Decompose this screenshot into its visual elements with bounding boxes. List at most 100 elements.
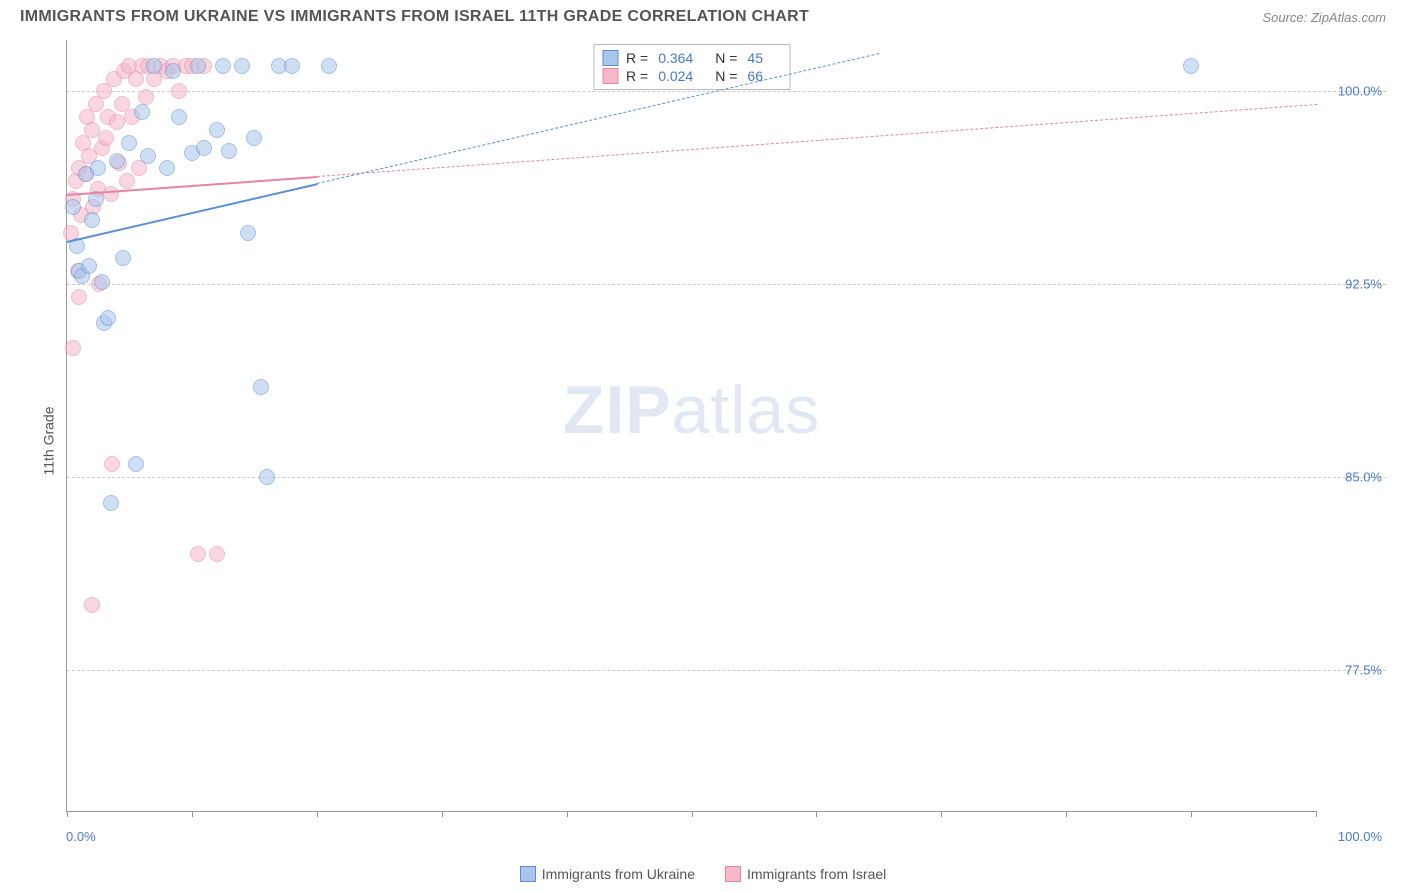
- data-point-israel: [88, 96, 104, 112]
- data-point-israel: [116, 63, 132, 79]
- swatch-israel-icon: [725, 866, 741, 882]
- data-point-israel: [153, 58, 169, 74]
- data-point-ukraine: [90, 160, 106, 176]
- data-point-israel: [134, 58, 150, 74]
- data-point-israel: [81, 148, 97, 164]
- data-point-israel: [114, 96, 130, 112]
- data-point-ukraine: [221, 143, 237, 159]
- data-point-israel: [209, 546, 225, 562]
- data-point-ukraine: [81, 258, 97, 274]
- data-point-ukraine: [321, 58, 337, 74]
- data-point-ukraine: [128, 456, 144, 472]
- x-tick: [192, 811, 193, 817]
- data-point-ukraine: [65, 199, 81, 215]
- correlation-legend: R = 0.364 N = 45 R = 0.024 N = 66: [593, 44, 790, 90]
- data-point-israel: [84, 597, 100, 613]
- data-point-ukraine: [134, 104, 150, 120]
- legend-item-ukraine: Immigrants from Ukraine: [520, 866, 695, 882]
- x-tick: [692, 811, 693, 817]
- watermark: ZIPatlas: [563, 371, 820, 449]
- data-point-israel: [184, 58, 200, 74]
- legend-item-israel: Immigrants from Israel: [725, 866, 886, 882]
- legend-label-ukraine: Immigrants from Ukraine: [542, 866, 695, 882]
- data-point-ukraine: [246, 130, 262, 146]
- data-point-ukraine: [253, 379, 269, 395]
- data-point-ukraine: [78, 166, 94, 182]
- data-point-israel: [111, 155, 127, 171]
- data-point-israel: [65, 340, 81, 356]
- data-point-israel: [109, 114, 125, 130]
- trend-line-israel: [317, 104, 1317, 177]
- data-point-ukraine: [284, 58, 300, 74]
- data-point-ukraine: [184, 145, 200, 161]
- data-point-ukraine: [71, 263, 87, 279]
- data-point-israel: [84, 122, 100, 138]
- data-point-israel: [75, 135, 91, 151]
- legend-row-ukraine: R = 0.364 N = 45: [602, 49, 777, 67]
- data-point-ukraine: [100, 310, 116, 326]
- data-point-israel: [196, 58, 212, 74]
- data-point-israel: [71, 160, 87, 176]
- data-point-israel: [119, 173, 135, 189]
- data-point-ukraine: [159, 160, 175, 176]
- chart-container: 11th Grade ZIPatlas R = 0.364 N = 45 R =…: [20, 40, 1386, 842]
- x-tick: [816, 811, 817, 817]
- x-tick: [317, 811, 318, 817]
- series-legend: Immigrants from Ukraine Immigrants from …: [0, 866, 1406, 882]
- data-point-israel: [106, 71, 122, 87]
- data-point-ukraine: [190, 58, 206, 74]
- x-tick: [1066, 811, 1067, 817]
- data-point-ukraine: [196, 140, 212, 156]
- gridline: [67, 670, 1386, 671]
- data-point-israel: [98, 130, 114, 146]
- swatch-israel: [602, 68, 618, 84]
- data-point-ukraine: [215, 58, 231, 74]
- data-point-israel: [104, 456, 120, 472]
- data-point-israel: [124, 109, 140, 125]
- gridline: [67, 91, 1386, 92]
- data-point-israel: [165, 58, 181, 74]
- data-point-israel: [131, 160, 147, 176]
- data-point-ukraine: [171, 109, 187, 125]
- data-point-ukraine: [84, 212, 100, 228]
- x-tick-label-min: 0.0%: [66, 829, 96, 844]
- x-tick: [941, 811, 942, 817]
- data-point-israel: [73, 207, 89, 223]
- n-value-ukraine: 45: [747, 50, 763, 66]
- title-bar: IMMIGRANTS FROM UKRAINE VS IMMIGRANTS FR…: [0, 0, 1406, 30]
- x-tick: [67, 811, 68, 817]
- data-point-ukraine: [140, 148, 156, 164]
- r-value-ukraine: 0.364: [658, 50, 693, 66]
- y-tick-label: 92.5%: [1345, 277, 1382, 292]
- legend-label-israel: Immigrants from Israel: [747, 866, 886, 882]
- data-point-ukraine: [234, 58, 250, 74]
- gridline: [67, 284, 1386, 285]
- y-tick-label: 100.0%: [1338, 84, 1382, 99]
- y-tick-label: 77.5%: [1345, 662, 1382, 677]
- data-point-ukraine: [165, 63, 181, 79]
- data-point-israel: [71, 289, 87, 305]
- data-point-israel: [178, 58, 194, 74]
- y-tick-label: 85.0%: [1345, 469, 1382, 484]
- data-point-israel: [146, 71, 162, 87]
- x-tick: [442, 811, 443, 817]
- x-tick: [567, 811, 568, 817]
- swatch-ukraine: [602, 50, 618, 66]
- data-point-israel: [78, 166, 94, 182]
- data-point-israel: [159, 63, 175, 79]
- data-point-ukraine: [94, 274, 110, 290]
- plot-area: ZIPatlas R = 0.364 N = 45 R = 0.024 N = …: [66, 40, 1316, 812]
- data-point-israel: [85, 199, 101, 215]
- data-point-israel: [103, 186, 119, 202]
- gridline: [67, 477, 1386, 478]
- data-point-israel: [121, 58, 137, 74]
- swatch-ukraine-icon: [520, 866, 536, 882]
- data-point-israel: [79, 109, 95, 125]
- data-point-israel: [140, 58, 156, 74]
- x-tick: [1316, 811, 1317, 817]
- data-point-ukraine: [74, 268, 90, 284]
- data-point-israel: [128, 71, 144, 87]
- data-point-ukraine: [1183, 58, 1199, 74]
- data-point-israel: [94, 140, 110, 156]
- data-point-ukraine: [121, 135, 137, 151]
